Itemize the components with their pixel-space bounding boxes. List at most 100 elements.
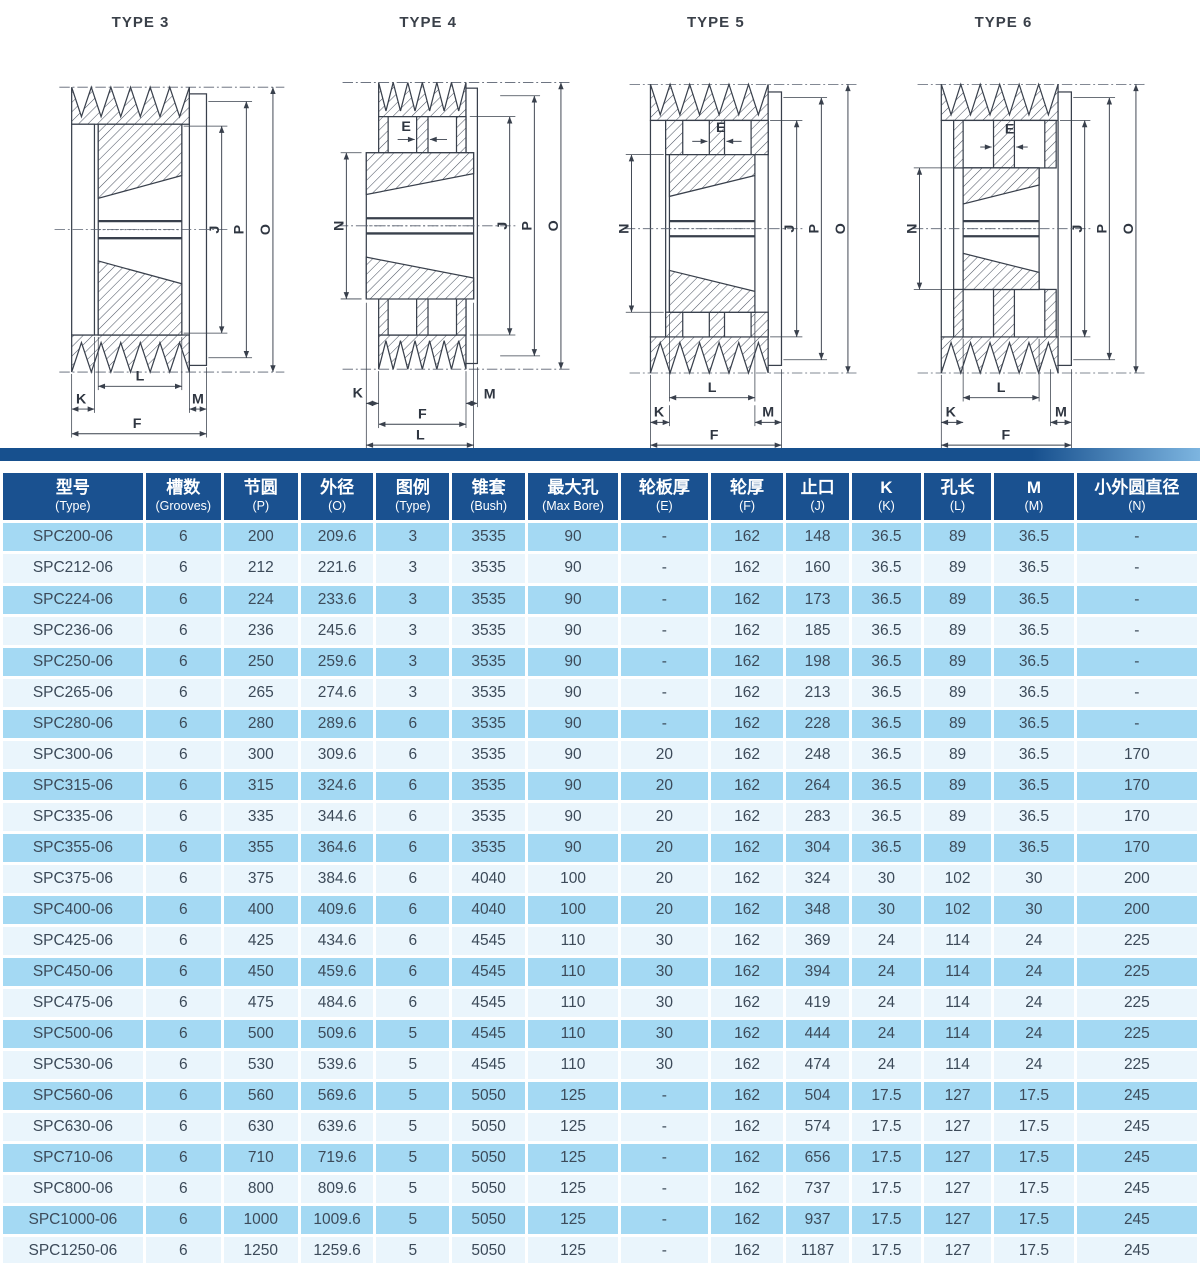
table-cell: 127: [924, 1236, 992, 1263]
column-header: 小外圆直径 (N): [1076, 473, 1197, 521]
table-cell: SPC200-06: [3, 523, 143, 552]
table-cell: 162: [710, 1112, 784, 1141]
table-cell: 3535: [452, 616, 525, 645]
table-cell: 6: [145, 988, 221, 1017]
table-cell: SPC1250-06: [3, 1236, 143, 1263]
table-cell: 89: [924, 771, 992, 800]
table-cell: 36.5: [994, 740, 1074, 769]
table-cell: 20: [621, 833, 708, 862]
table-cell: SPC475-06: [3, 988, 143, 1017]
column-header: 止口 (J): [786, 473, 849, 521]
table-cell: 3535: [452, 833, 525, 862]
table-cell: 3: [376, 616, 450, 645]
table-cell: 200: [1076, 864, 1197, 893]
table-cell: 17.5: [851, 1205, 922, 1234]
table-cell: 4545: [452, 1019, 525, 1048]
arm-window: [724, 119, 753, 156]
table-cell: 504: [786, 1081, 849, 1110]
table-cell: 114: [924, 926, 992, 955]
table-cell: SPC800-06: [3, 1174, 143, 1203]
table-cell: 355: [223, 833, 298, 862]
table-cell: 125: [527, 1236, 619, 1263]
arm-window: [682, 311, 711, 338]
taper-bush-top: [97, 123, 183, 200]
table-cell: 6: [376, 771, 450, 800]
table-cell: 225: [1076, 1019, 1197, 1048]
table-cell: 1000: [223, 1205, 298, 1234]
arm-window: [724, 311, 753, 338]
groove-rim-bottom: [650, 336, 770, 376]
pulley-drawings-row: TYPE 3 J: [0, 0, 1200, 448]
table-cell: 6: [145, 802, 221, 831]
column-header: 外径 (O): [300, 473, 374, 521]
dim-label-n: N: [331, 221, 347, 231]
arm-window: [427, 298, 457, 336]
dim-label-n: N: [905, 224, 921, 234]
table-cell: 110: [527, 1050, 619, 1079]
table-cell: 90: [527, 554, 619, 583]
table-cell: 3535: [452, 709, 525, 738]
table-cell: 304: [786, 833, 849, 862]
table-cell: 90: [527, 802, 619, 831]
table-cell: 309.6: [300, 740, 374, 769]
groove-rim-bottom: [71, 334, 191, 375]
table-cell: 5050: [452, 1205, 525, 1234]
table-row: SPC500-06 6 500 509.6 5 4545 110 30 162 444 24 114 2…: [3, 1019, 1197, 1048]
table-cell: 185: [786, 616, 849, 645]
table-cell: 162: [710, 1081, 784, 1110]
table-cell: 1187: [786, 1236, 849, 1263]
table-cell: 20: [621, 895, 708, 924]
table-row: SPC375-06 6 375 384.6 6 4040 100 20 162 324 30 102 3…: [3, 864, 1197, 893]
arm-window: [1013, 119, 1046, 169]
table-cell: 344.6: [300, 802, 374, 831]
table-cell: 127: [924, 1112, 992, 1141]
table-cell: 36.5: [851, 523, 922, 552]
table-cell: 36.5: [851, 833, 922, 862]
table-cell: 162: [710, 864, 784, 893]
table-cell: -: [1076, 523, 1197, 552]
table-cell: 36.5: [851, 554, 922, 583]
table-cell: 6: [145, 1112, 221, 1141]
dim-label-j: J: [1070, 225, 1086, 233]
table-cell: 3535: [452, 647, 525, 676]
table-cell: 24: [851, 957, 922, 986]
table-cell: 170: [1076, 771, 1197, 800]
table-cell: -: [1076, 678, 1197, 707]
table-cell: 4040: [452, 895, 525, 924]
table-cell: 6: [145, 740, 221, 769]
table-cell: 509.6: [300, 1019, 374, 1048]
table-cell: 36.5: [851, 802, 922, 831]
table-cell: 170: [1076, 802, 1197, 831]
table-cell: 809.6: [300, 1174, 374, 1203]
column-header: 槽数 (Grooves): [145, 473, 221, 521]
table-cell: 36.5: [994, 523, 1074, 552]
table-cell: 335: [223, 802, 298, 831]
table-cell: 114: [924, 1050, 992, 1079]
table-cell: SPC450-06: [3, 957, 143, 986]
table-cell: 6: [145, 1019, 221, 1048]
taper-bush-top: [365, 152, 474, 196]
taper-bush-top: [962, 167, 1040, 205]
table-cell: SPC425-06: [3, 926, 143, 955]
table-cell: 36.5: [851, 616, 922, 645]
arm-window: [962, 288, 995, 338]
table-cell: SPC530-06: [3, 1050, 143, 1079]
table-cell: 324.6: [300, 771, 374, 800]
taper-bush-bottom: [669, 269, 756, 313]
table-cell: 114: [924, 1019, 992, 1048]
table-cell: -: [1076, 709, 1197, 738]
table-cell: 289.6: [300, 709, 374, 738]
table-cell: 6: [145, 1205, 221, 1234]
table-cell: 6: [145, 647, 221, 676]
table-cell: 200: [1076, 895, 1197, 924]
table-cell: 6: [376, 802, 450, 831]
table-cell: 4545: [452, 957, 525, 986]
dim-label-m: M: [1055, 405, 1067, 421]
table-cell: 560: [223, 1081, 298, 1110]
dim-label-m: M: [192, 391, 204, 407]
dim-label-f: F: [1001, 427, 1010, 443]
table-cell: 6: [145, 864, 221, 893]
table-cell: 90: [527, 740, 619, 769]
table-cell: 198: [786, 647, 849, 676]
table-cell: 264: [786, 771, 849, 800]
